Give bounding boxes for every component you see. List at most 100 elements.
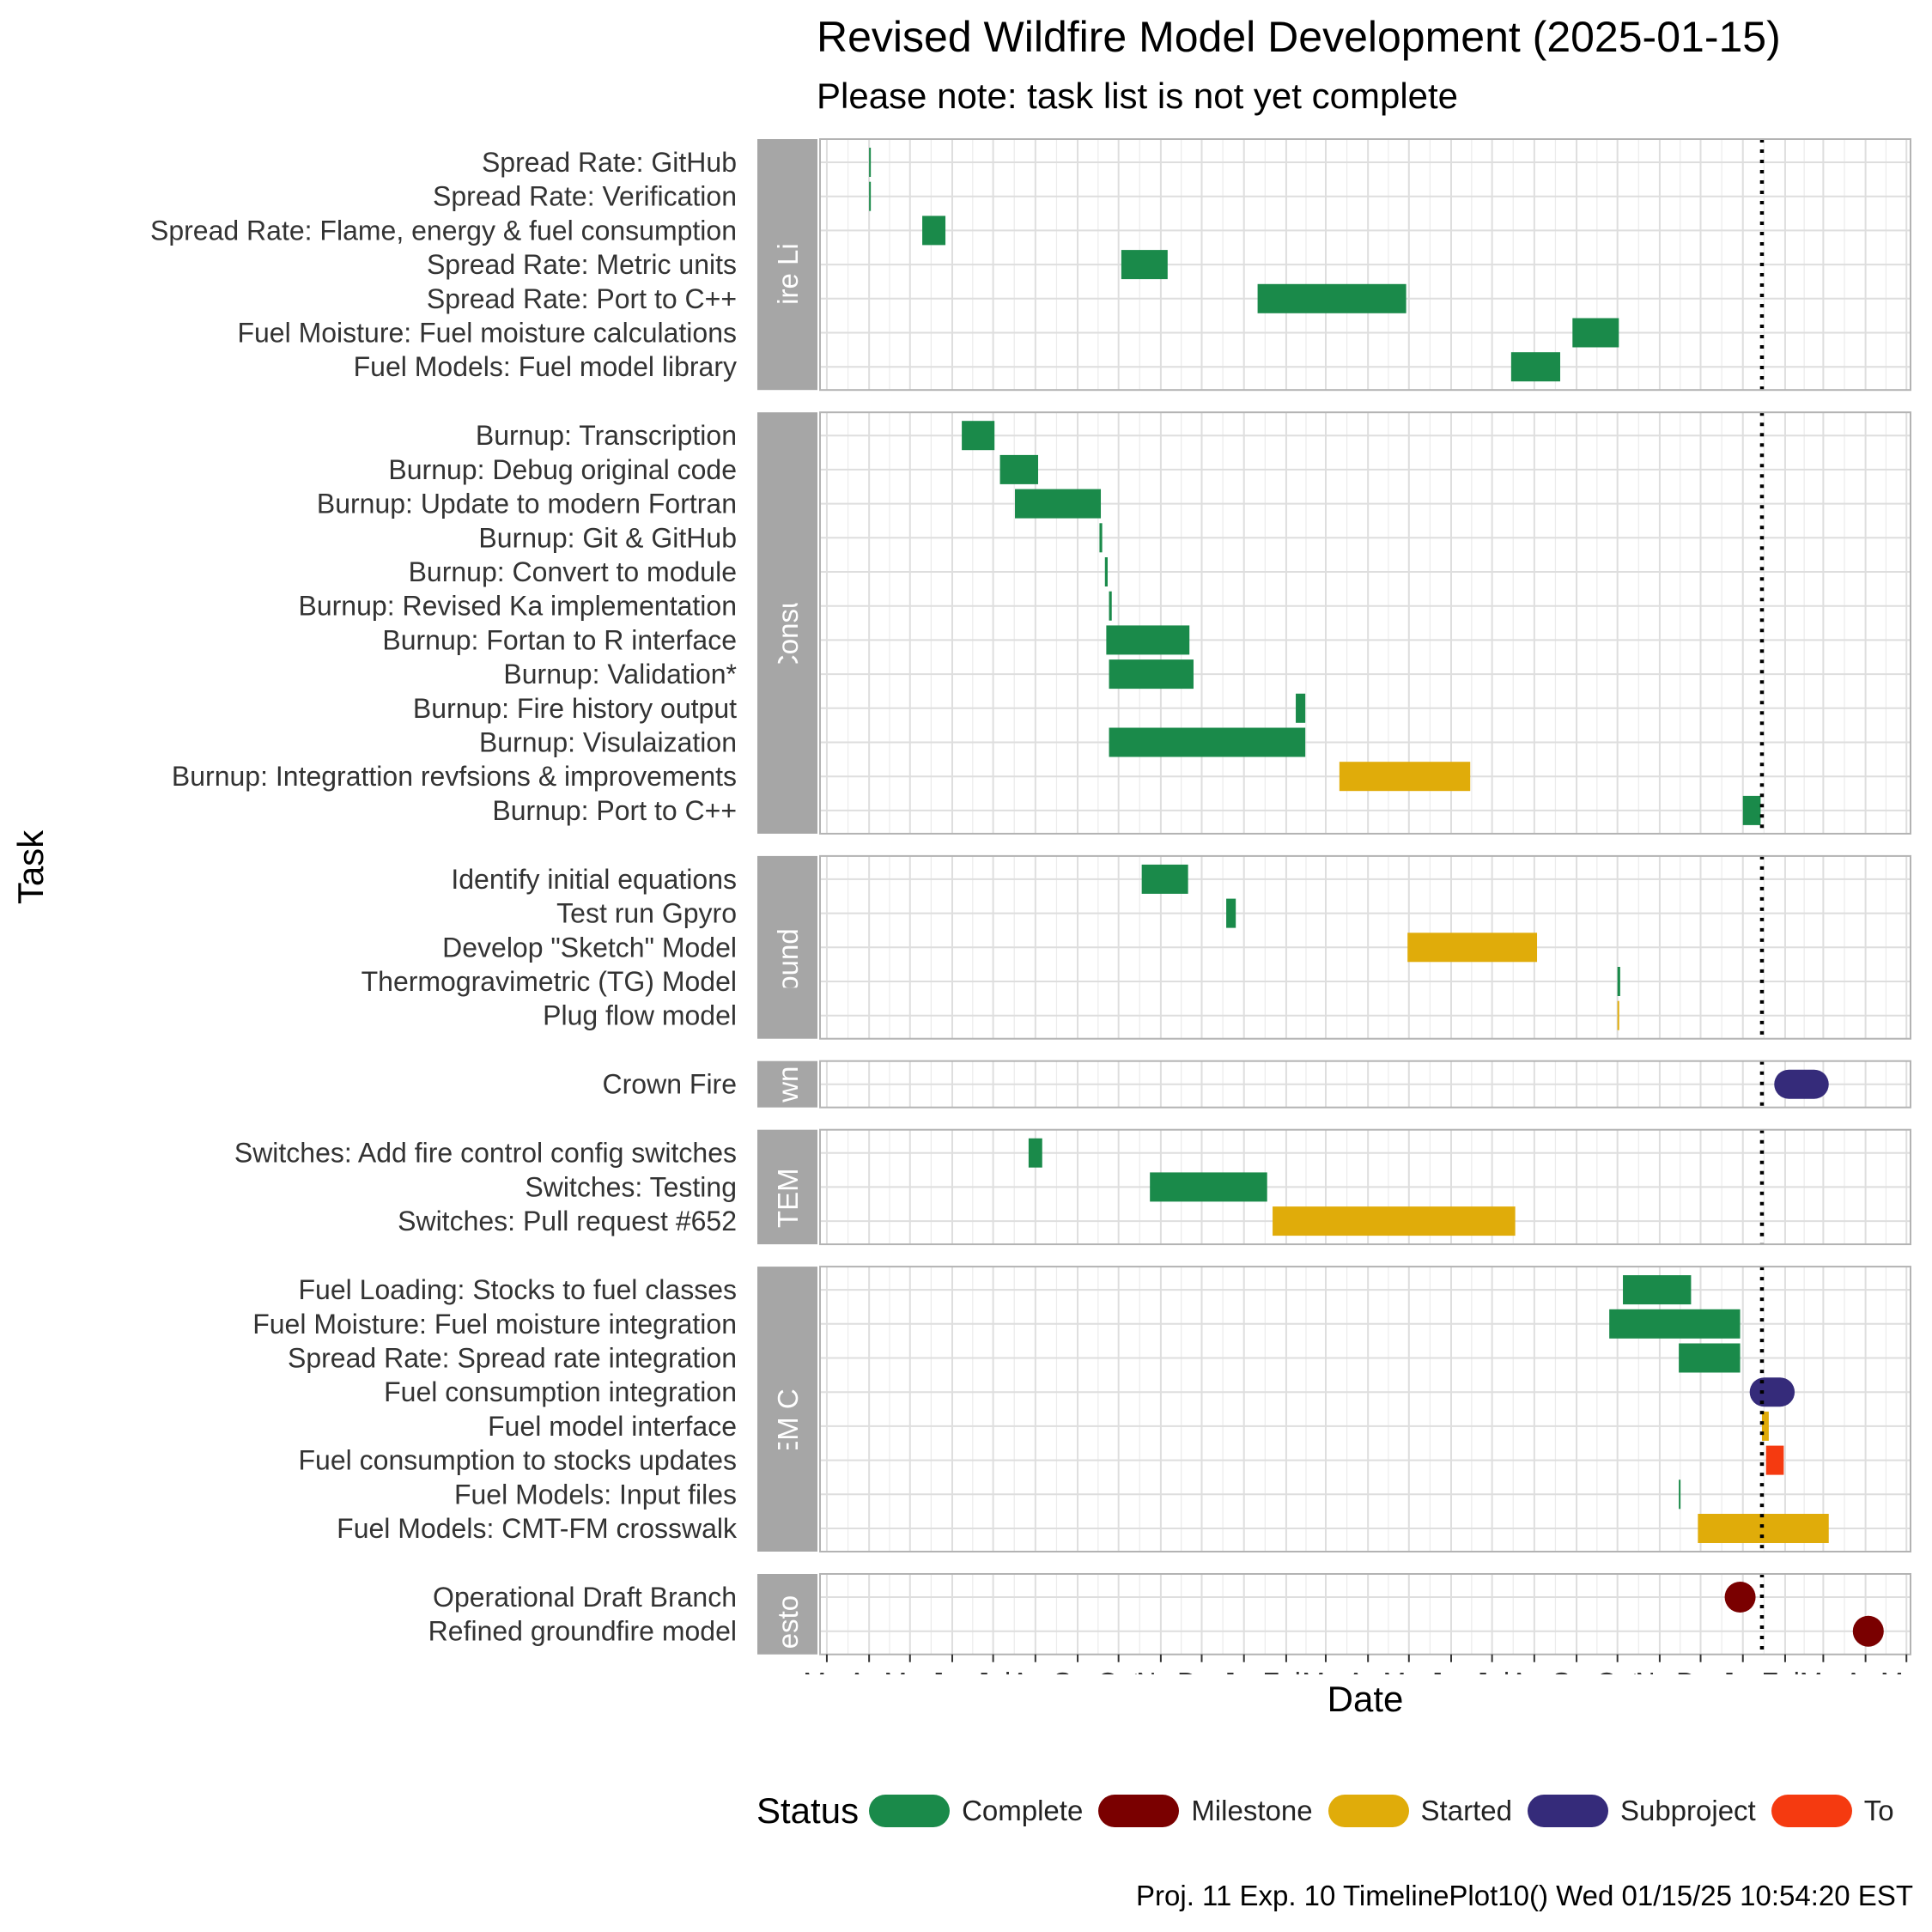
task-label: Spread Rate: Metric units	[427, 249, 737, 280]
legend-label: Milestone	[1191, 1795, 1313, 1826]
task-label: Fuel consumption integration	[384, 1376, 737, 1407]
task-label: Burnup: Fortan to R interface	[382, 624, 737, 655]
task-bar	[1141, 864, 1188, 894]
task-label: Spread Rate: GitHub	[482, 147, 737, 178]
x-tick-label: Oct	[1596, 1668, 1639, 1674]
task-label: Spread Rate: Flame, energy & fuel consum…	[150, 215, 737, 246]
facet-strip	[757, 412, 817, 834]
task-bar	[1273, 1206, 1516, 1236]
task-bar	[1106, 625, 1190, 655]
task-label: Burnup: Convert to module	[409, 556, 737, 587]
subproject-bar	[1749, 1377, 1795, 1407]
task-bar	[1765, 1445, 1784, 1475]
task-label: Burnup: Fire history output	[413, 693, 737, 724]
x-tick-label: Sep	[1552, 1668, 1601, 1674]
legend-item-todo: To	[1771, 1795, 1894, 1827]
task-label: Fuel Moisture: Fuel moisture calculation…	[237, 318, 737, 349]
legend-label: Complete	[962, 1795, 1084, 1826]
x-tick-label: May	[1880, 1668, 1932, 1674]
task-label: Fuel Models: Fuel model library	[354, 351, 737, 382]
legend-key-started	[1327, 1795, 1409, 1827]
facet-panel: Crown Fire wn	[603, 1060, 1911, 1109]
legend-key-todo	[1771, 1795, 1852, 1827]
legend-item-subproject: Subproject	[1527, 1795, 1756, 1827]
task-bar	[869, 181, 872, 211]
x-axis-title: Date	[1327, 1679, 1404, 1719]
task-bar	[999, 454, 1038, 484]
task-bar	[1339, 762, 1471, 792]
x-tick-label: Apr	[1346, 1668, 1389, 1674]
x-tick-label: Nov	[1635, 1668, 1684, 1674]
legend-item-complete: Complete	[869, 1795, 1083, 1827]
task-bar	[1226, 898, 1236, 928]
facet-panel: Switches: Add fire control config switch…	[234, 1128, 1911, 1246]
task-bar	[1150, 1172, 1267, 1202]
legend-key-subproject	[1527, 1795, 1608, 1827]
task-bar	[1510, 352, 1561, 382]
task-label: Fuel Models: CMT-FM crosswalk	[337, 1513, 738, 1544]
task-label: Fuel Models: Input files	[454, 1479, 737, 1510]
x-tick-label: Mar	[1800, 1668, 1847, 1674]
x-tick-label: Oct	[1097, 1668, 1140, 1674]
task-bar	[1742, 795, 1761, 825]
legend-label: Started	[1420, 1795, 1512, 1826]
x-tick-label: Mar	[803, 1668, 850, 1674]
x-tick-label: Jun	[1429, 1668, 1473, 1674]
facet-panel: Fuel Loading: Stocks to fuel classes Fuel…	[252, 1266, 1911, 1552]
task-bar	[1572, 318, 1619, 348]
legend-key-complete	[869, 1795, 951, 1827]
x-tick-label: Jul	[1474, 1668, 1510, 1674]
task-label: Plug flow model	[543, 1000, 737, 1031]
x-tick-label: Jul	[975, 1668, 1011, 1674]
x-tick-label: Mar	[1302, 1668, 1349, 1674]
x-tick-label: Feb	[1761, 1668, 1808, 1674]
legend-label: To	[1863, 1795, 1894, 1826]
x-tick-label: May	[884, 1668, 936, 1674]
x-tick-label: May	[1383, 1668, 1435, 1674]
panel-border	[819, 1266, 1911, 1552]
task-label: Fuel Loading: Stocks to fuel classes	[299, 1274, 738, 1305]
task-bar	[1761, 1411, 1769, 1441]
task-label: Fuel Moisture: Fuel moisture integration	[252, 1309, 737, 1340]
facet-strip-label: DOS-TEM Code Integ	[772, 1271, 804, 1548]
chart-title: Revised Wildfire Model Development (2025…	[817, 13, 1781, 61]
task-label: Refined groundfire model	[428, 1616, 737, 1647]
panel-border	[819, 1128, 1911, 1246]
task-bar	[1099, 523, 1103, 553]
x-tick-label: Nov	[1136, 1668, 1185, 1674]
x-tick-label: Jan	[1222, 1668, 1267, 1674]
task-bar	[1623, 1275, 1692, 1305]
facet-strip-label: R Fire Library	[772, 179, 804, 350]
task-label: Burnup: Visulaization	[479, 727, 737, 758]
facet-strip-label: Ground Fire	[772, 872, 804, 1023]
task-label: Burnup: Integrattion revfsions & improve…	[172, 761, 737, 792]
task-label: Burnup: Validation*	[503, 659, 737, 690]
task-bar	[869, 148, 872, 177]
task-bar	[1296, 693, 1306, 723]
task-bar	[1679, 1343, 1741, 1373]
legend-key-milestone	[1098, 1795, 1180, 1827]
facet-strip	[757, 1574, 817, 1655]
task-bar	[1617, 967, 1620, 996]
facet-strip-label: wn	[772, 1066, 804, 1103]
facet-strip	[757, 1267, 817, 1552]
task-label: Test run Gpyro	[556, 898, 737, 929]
x-tick-label: Jun	[930, 1668, 975, 1674]
task-bar	[1104, 557, 1108, 586]
facet-strip	[757, 855, 817, 1039]
panel-border	[819, 138, 1911, 392]
task-bar	[1698, 1514, 1829, 1543]
chart-subtitle: Please note: task list is not yet comple…	[817, 76, 1459, 116]
x-tick-label: Feb	[1262, 1668, 1309, 1674]
facet-strip-label: Fuel Consumption	[772, 508, 804, 738]
x-tick-label: Apr	[848, 1668, 890, 1674]
panel-background	[820, 1267, 1911, 1552]
panel-border	[819, 1573, 1911, 1656]
x-tick-label: Aug	[1510, 1668, 1558, 1674]
task-label: Identify initial equations	[451, 864, 737, 895]
legend-label: Subproject	[1619, 1795, 1756, 1826]
task-label: Crown Fire	[603, 1069, 737, 1100]
